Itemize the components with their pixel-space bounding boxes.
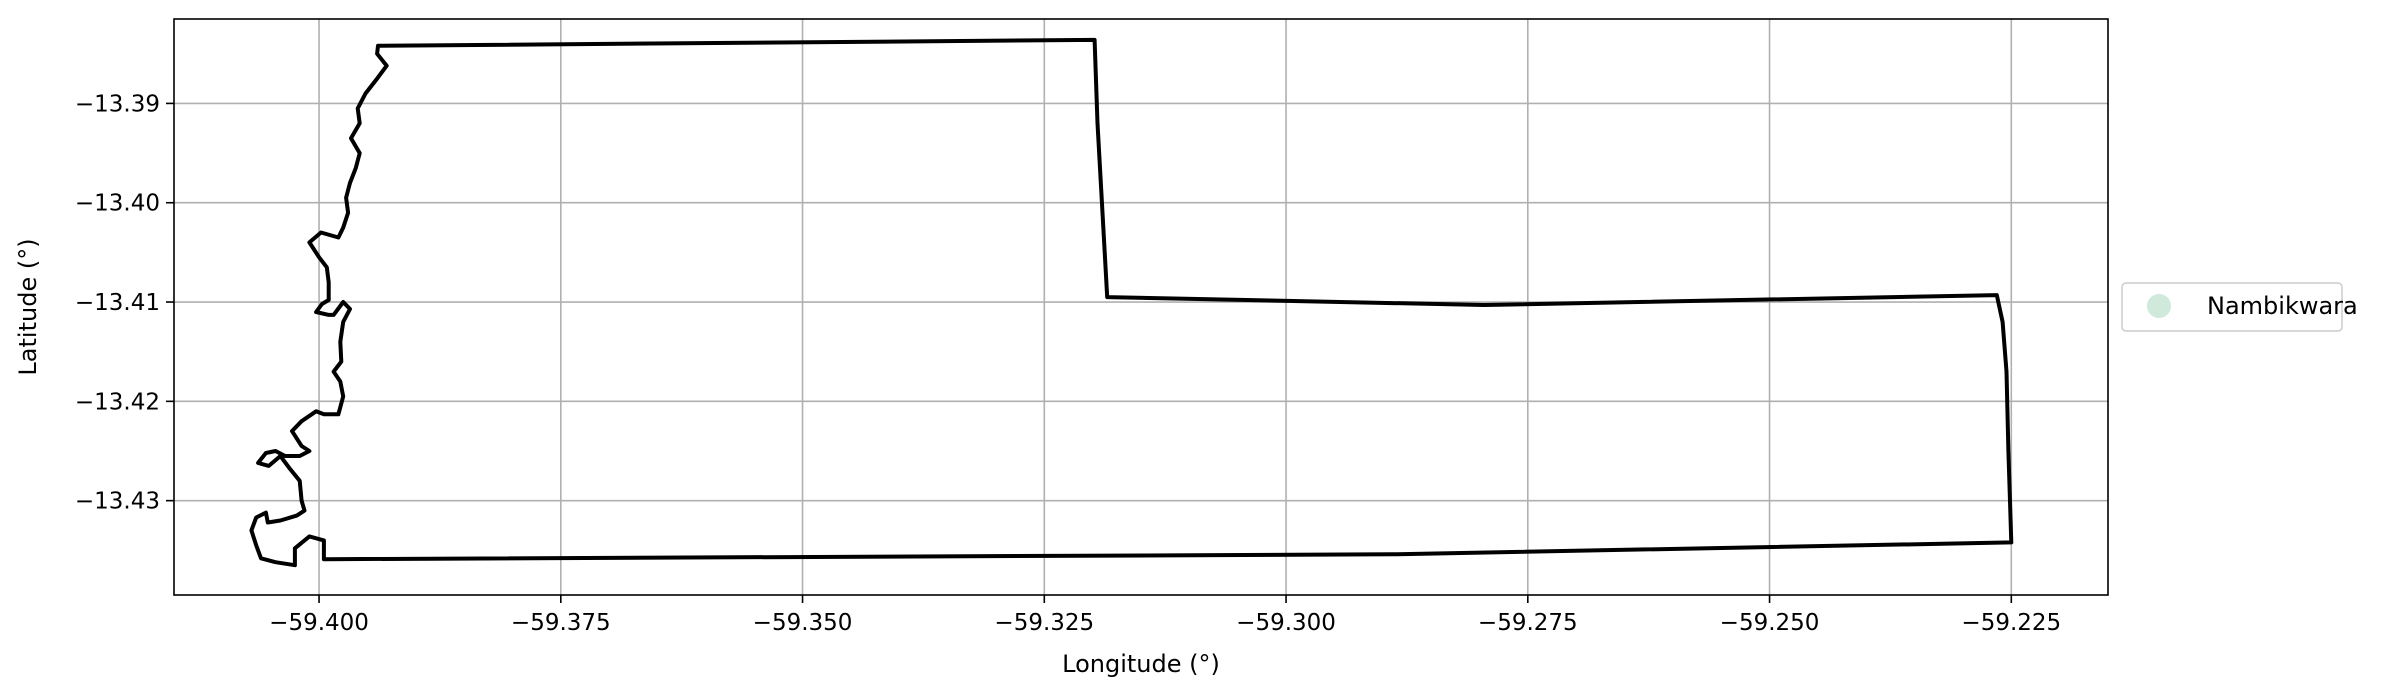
x-tick-label: −59.375 — [511, 610, 611, 636]
x-tick-label: −59.275 — [1478, 610, 1578, 636]
x-axis: −59.400 −59.375 −59.350 −59.325 −59.300 −59.2… — [269, 595, 2061, 636]
legend-marker-nambikwara — [2147, 294, 2171, 318]
y-tick-label: −13.41 — [75, 290, 160, 316]
grid-lines — [174, 19, 2108, 595]
legend-frame — [2121, 282, 2343, 332]
y-axis-title: Latitude (°) — [14, 238, 42, 375]
legend: Nambikwara — [2121, 282, 2358, 332]
x-tick-label: −59.300 — [1236, 610, 1336, 636]
x-tick-label: −59.400 — [269, 610, 369, 636]
legend-label-nambikwara: Nambikwara — [2207, 292, 2358, 320]
x-tick-label: −59.350 — [753, 610, 853, 636]
x-tick-label: −59.325 — [994, 610, 1094, 636]
x-tick-label: −59.225 — [1961, 610, 2061, 636]
y-tick-label: −13.42 — [75, 389, 160, 415]
y-tick-label: −13.40 — [75, 191, 160, 217]
y-axis: −13.39 −13.40 −13.41 −13.42 −13.43 — [75, 91, 174, 515]
x-axis-title: Longitude (°) — [1062, 650, 1220, 678]
x-tick-label: −59.250 — [1720, 610, 1820, 636]
territory-boundary-nambikwara — [249, 37, 2014, 568]
y-tick-label: −13.39 — [75, 91, 160, 117]
plot-area-frame — [173, 18, 2109, 596]
territory-polygons — [249, 37, 2014, 568]
y-tick-label: −13.43 — [75, 489, 160, 515]
